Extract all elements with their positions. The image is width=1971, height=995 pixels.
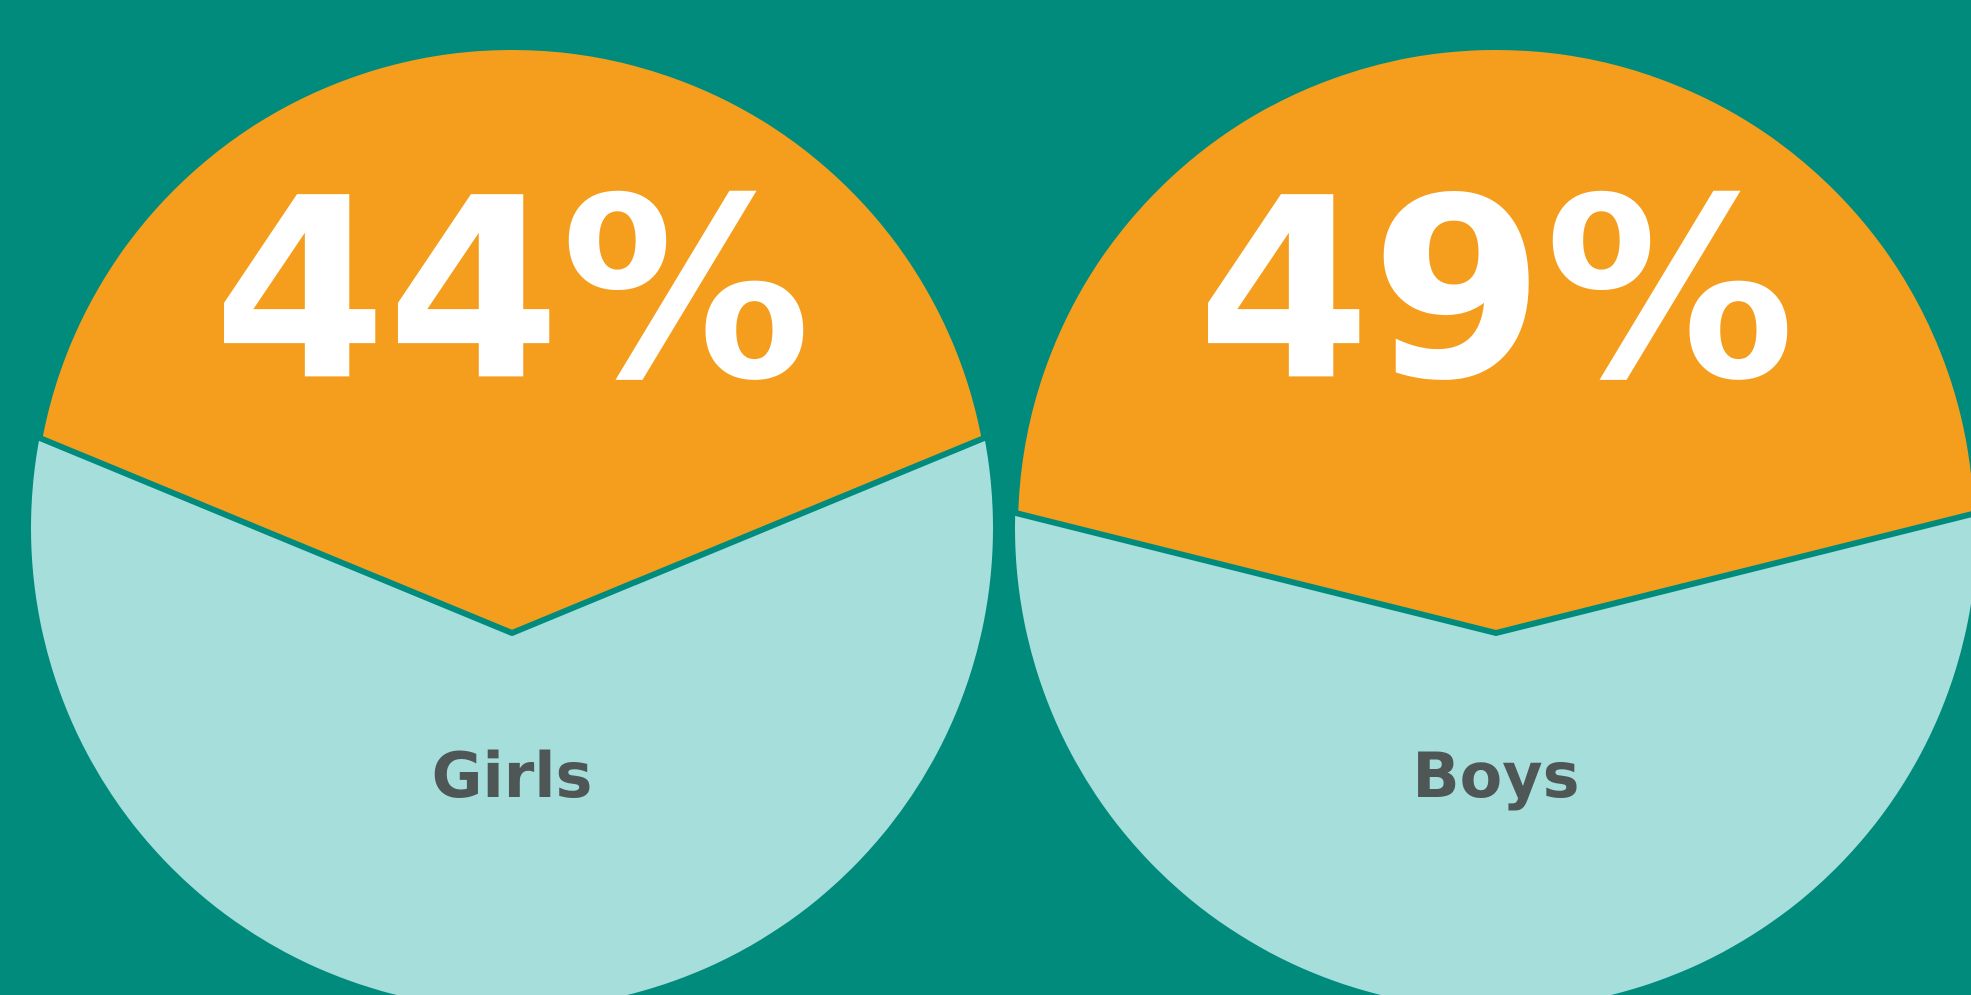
pie-title: Boys <box>1412 739 1579 812</box>
value-label: 44% <box>213 144 811 435</box>
value-label: 49% <box>1197 144 1795 435</box>
pie-slice <box>36 44 988 636</box>
pie-title: Girls <box>432 739 593 812</box>
pie-slice <box>1012 44 1971 636</box>
